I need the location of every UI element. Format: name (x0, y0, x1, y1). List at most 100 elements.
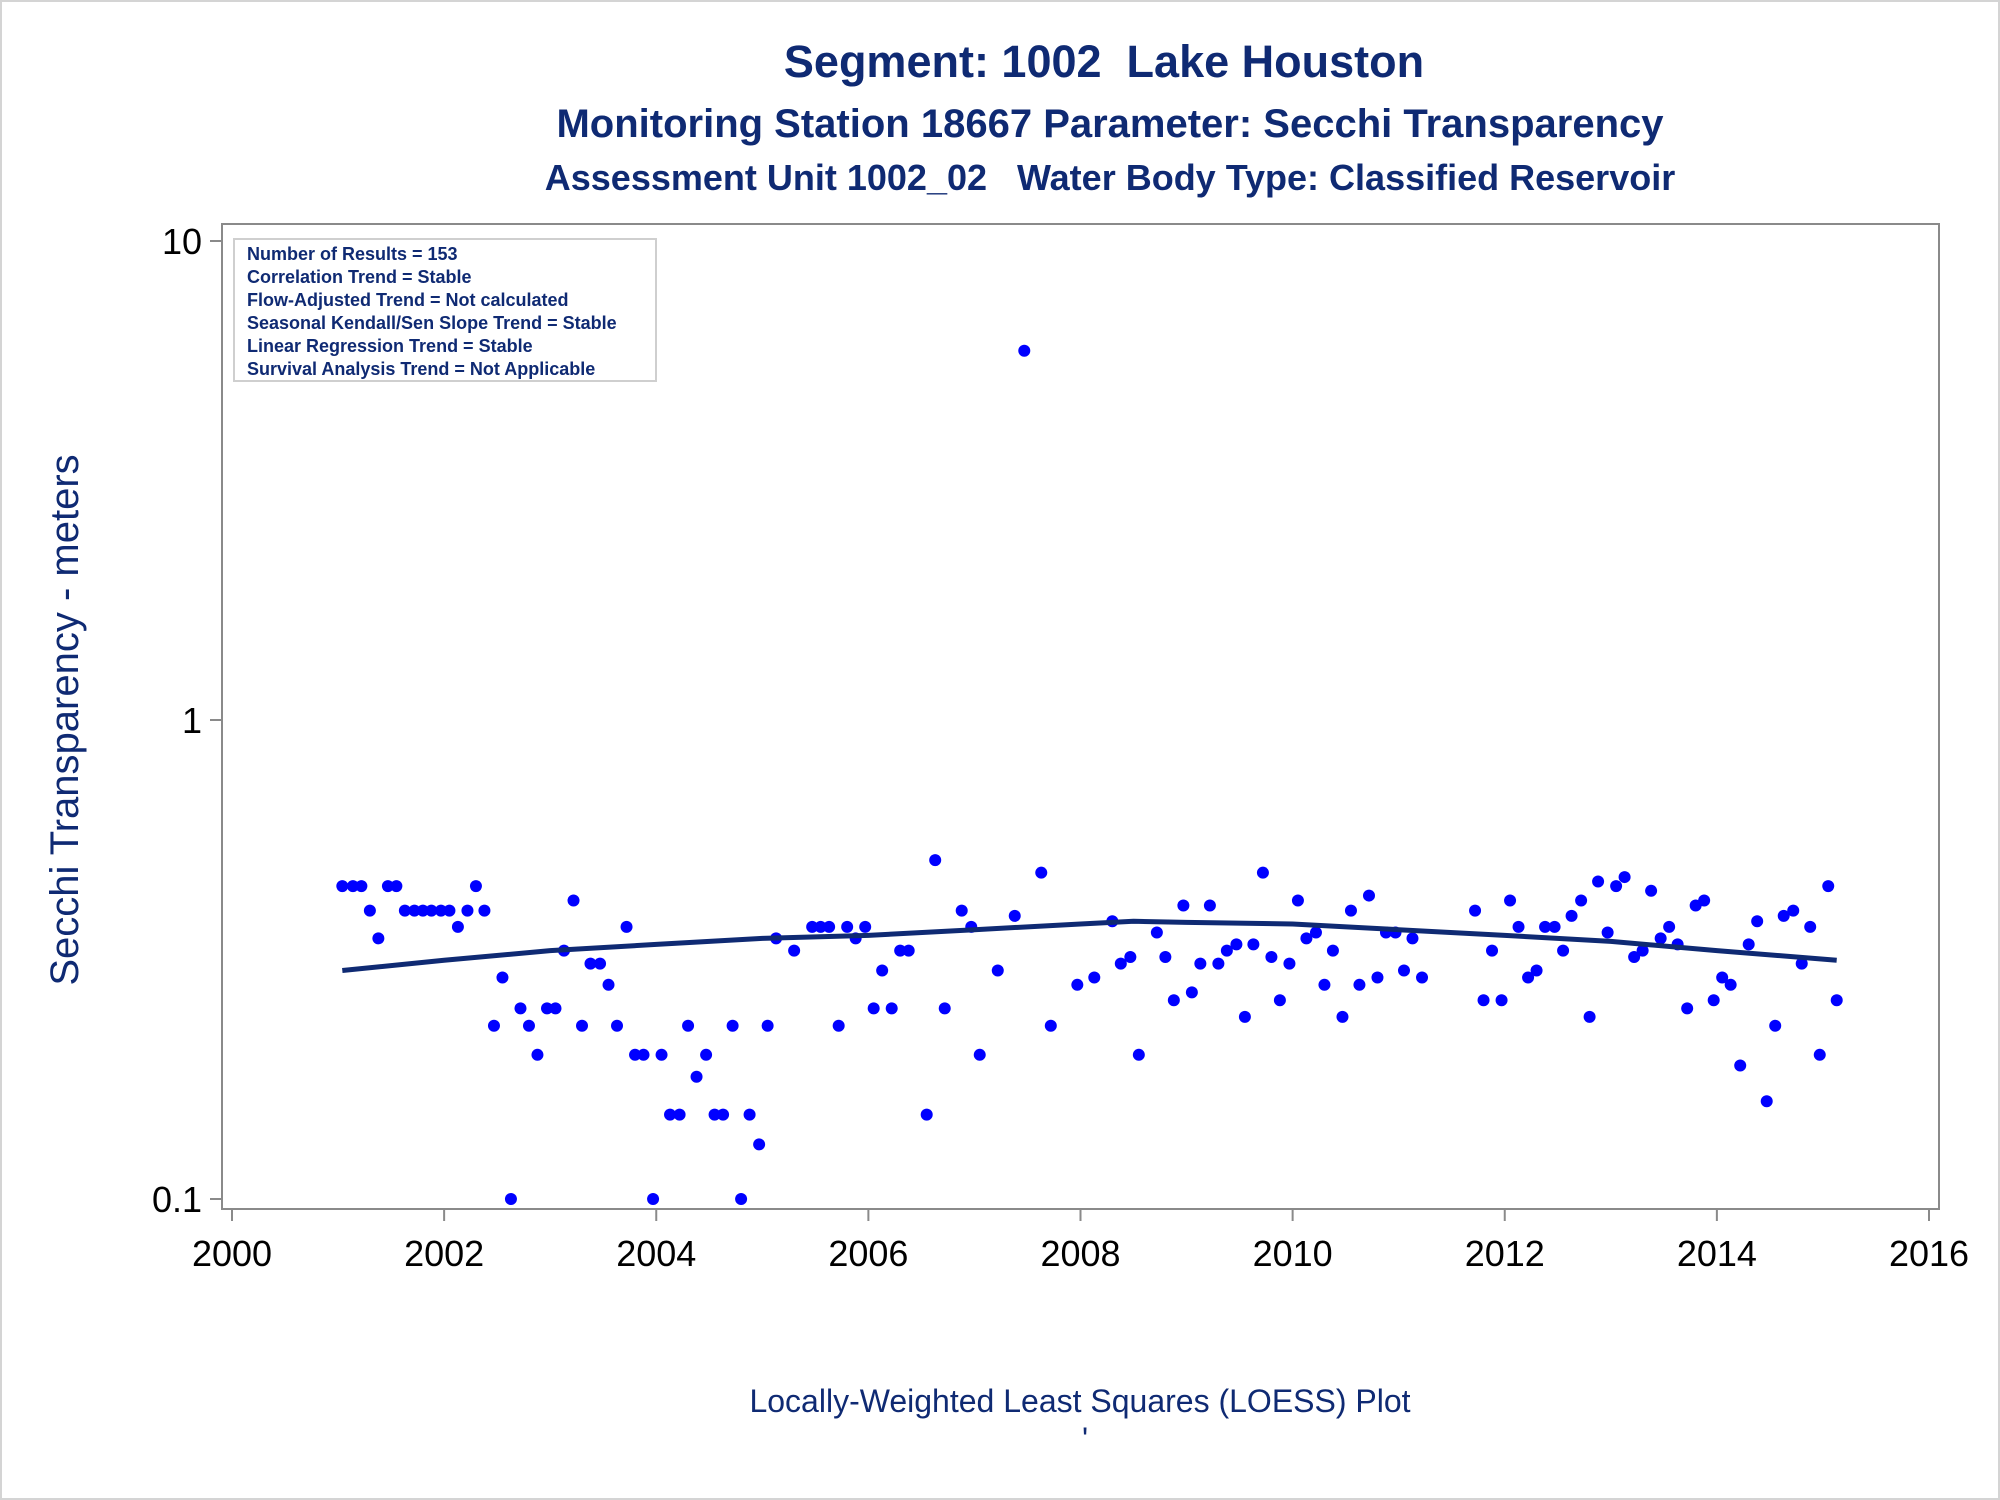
data-point-127 (1610, 880, 1623, 893)
data-point-57 (859, 920, 872, 933)
stat-line-3: Seasonal Kendall/Sen Slope Trend = Stabl… (247, 313, 617, 333)
data-point-100 (1326, 944, 1339, 957)
data-point-32 (620, 920, 633, 933)
chart-title: Segment: 1002 Lake Houston (783, 36, 1425, 87)
data-point-59 (876, 964, 889, 977)
data-point-65 (938, 1002, 951, 1015)
data-point-30 (602, 978, 615, 991)
x-tick-label-5: 2010 (1253, 1233, 1333, 1274)
chart-subtitle-2: Assessment Unit 1002_02 Water Body Type:… (544, 157, 1676, 198)
data-point-45 (735, 1193, 748, 1205)
data-point-151 (1822, 880, 1835, 893)
data-point-1 (346, 880, 359, 893)
data-point-36 (655, 1048, 668, 1061)
data-point-13 (451, 920, 464, 933)
data-point-29 (594, 957, 607, 970)
data-point-80 (1150, 926, 1163, 939)
data-point-11 (434, 904, 447, 917)
data-point-53 (823, 920, 836, 933)
data-point-117 (1522, 971, 1535, 984)
data-point-124 (1583, 1010, 1596, 1023)
data-point-14 (461, 904, 474, 917)
data-point-143 (1751, 915, 1764, 928)
data-point-130 (1636, 944, 1649, 957)
data-point-17 (487, 1019, 500, 1032)
data-point-61 (894, 944, 907, 957)
data-point-146 (1777, 909, 1790, 922)
data-point-68 (973, 1048, 986, 1061)
data-point-24 (549, 1002, 562, 1015)
data-point-123 (1575, 894, 1588, 907)
data-point-133 (1663, 920, 1676, 933)
data-point-54 (832, 1019, 845, 1032)
data-point-60 (885, 1002, 898, 1015)
data-point-4 (372, 932, 385, 945)
data-point-140 (1724, 978, 1737, 991)
data-point-58 (867, 1002, 880, 1015)
data-point-19 (504, 1193, 517, 1205)
data-point-85 (1194, 957, 1207, 970)
x-tick-label-0: 2000 (192, 1233, 272, 1274)
data-point-28 (584, 957, 597, 970)
data-point-125 (1592, 875, 1605, 888)
data-point-66 (955, 904, 968, 917)
data-point-96 (1291, 894, 1304, 907)
data-point-3 (363, 904, 376, 917)
data-point-26 (567, 894, 580, 907)
x-tick-label-7: 2014 (1677, 1233, 1757, 1274)
data-point-63 (920, 1108, 933, 1121)
data-point-43 (717, 1108, 730, 1121)
data-point-92 (1256, 866, 1269, 879)
loess-curve (342, 918, 1837, 973)
data-point-99 (1318, 978, 1331, 991)
x-axis: 2000 2002 2004 2006 2008 2010 2012 2014 2016 (192, 1209, 1969, 1274)
data-point-115 (1504, 894, 1517, 907)
data-point-5 (381, 880, 394, 893)
stat-line-5: Survival Analysis Trend = Not Applicable (247, 359, 595, 379)
data-point-101 (1336, 1010, 1349, 1023)
data-point-41 (700, 1048, 713, 1061)
data-point-84 (1185, 986, 1198, 999)
data-point-9 (416, 904, 429, 917)
y-tick-label-2: 10 (162, 221, 202, 262)
x-tick-label-4: 2008 (1040, 1233, 1120, 1274)
data-point-152 (1830, 994, 1843, 1007)
data-point-119 (1539, 920, 1552, 933)
data-point-94 (1273, 994, 1286, 1007)
data-point-137 (1698, 894, 1711, 907)
data-point-89 (1230, 938, 1243, 951)
chart-subtitle: Monitoring Station 18667 Parameter: Secc… (556, 102, 1664, 146)
data-point-42 (708, 1108, 721, 1121)
data-point-116 (1512, 920, 1525, 933)
data-point-86 (1203, 899, 1216, 912)
data-point-135 (1681, 1002, 1694, 1015)
data-point-105 (1371, 971, 1384, 984)
data-point-120 (1548, 920, 1561, 933)
data-point-31 (611, 1019, 624, 1032)
data-point-90 (1238, 1010, 1251, 1023)
data-point-118 (1530, 964, 1543, 977)
data-point-50 (788, 944, 801, 957)
data-point-33 (629, 1048, 642, 1061)
data-point-73 (1044, 1019, 1057, 1032)
data-point-139 (1716, 971, 1729, 984)
data-point-64 (929, 854, 942, 867)
data-point-75 (1088, 971, 1101, 984)
data-point-98 (1309, 926, 1322, 939)
y-axis: 0.1 1 10 (152, 221, 222, 1220)
data-point-87 (1212, 957, 1225, 970)
data-point-142 (1742, 938, 1755, 951)
data-point-40 (690, 1070, 703, 1083)
data-point-0 (336, 880, 349, 893)
data-point-145 (1769, 1019, 1782, 1032)
data-point-7 (398, 904, 411, 917)
data-point-35 (647, 1193, 660, 1205)
footnote: Locally-Weighted Least Squares (LOESS) P… (749, 1383, 1410, 1419)
data-point-78 (1124, 951, 1137, 964)
data-point-72 (1018, 344, 1031, 357)
data-point-91 (1247, 938, 1260, 951)
data-point-110 (1416, 971, 1429, 984)
stat-line-4: Linear Regression Trend = Stable (247, 336, 533, 356)
data-point-132 (1654, 932, 1667, 945)
footnote-mark: ' (1082, 1421, 1088, 1457)
